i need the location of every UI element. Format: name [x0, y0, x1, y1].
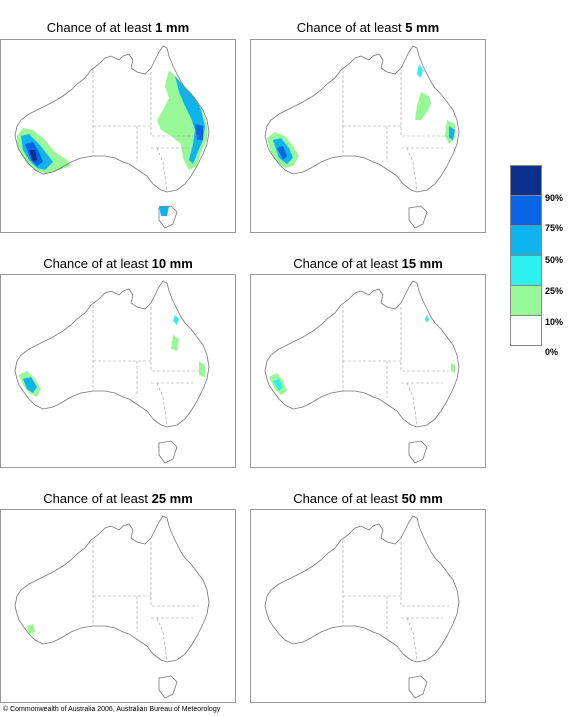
- state-border: [150, 72, 199, 137]
- map-panel-25mm: [0, 509, 236, 703]
- probability-region: [159, 206, 169, 216]
- tasmania-coastline: [158, 675, 178, 699]
- legend-swatch-25: [510, 255, 542, 285]
- legend-label-10: 10%: [545, 317, 564, 327]
- map-panel-5mm: [250, 39, 486, 233]
- probability-region: [173, 315, 179, 325]
- state-border: [400, 72, 449, 137]
- probability-legend: [510, 165, 542, 346]
- state-border: [400, 307, 449, 372]
- probability-region: [29, 150, 37, 162]
- legend-label-90: 90%: [545, 193, 564, 203]
- probability-region: [451, 363, 455, 373]
- coastline: [264, 280, 460, 428]
- coastline: [264, 45, 460, 193]
- legend-label-0: 0%: [545, 347, 559, 357]
- state-border: [156, 382, 168, 426]
- probability-region: [273, 379, 283, 391]
- australia-map: [264, 515, 460, 699]
- probability-region: [171, 335, 179, 351]
- probability-region: [27, 624, 35, 634]
- state-border: [156, 617, 168, 661]
- coastline: [264, 515, 460, 663]
- legend-swatch-90: [510, 165, 542, 195]
- probability-region: [417, 64, 423, 78]
- coastline: [14, 45, 210, 193]
- legend-swatch-75: [510, 195, 542, 225]
- panel-title-1mm: Chance of at least 1 mm: [46, 20, 190, 35]
- coastline: [14, 515, 210, 663]
- probability-region: [425, 315, 429, 323]
- probability-region: [175, 76, 205, 164]
- legend-swatch-50: [510, 225, 542, 255]
- tasmania-coastline: [408, 205, 428, 229]
- map-panel-50mm: [250, 509, 486, 703]
- map-panel-10mm: [0, 274, 236, 468]
- tasmania-coastline: [408, 440, 428, 464]
- legend-label-25: 25%: [545, 286, 564, 296]
- probability-region: [415, 92, 431, 120]
- probability-region: [449, 126, 455, 140]
- legend-swatch-10: [510, 285, 542, 315]
- state-border: [406, 382, 418, 426]
- map-panel-1mm: [0, 39, 236, 233]
- tasmania-coastline: [158, 440, 178, 464]
- state-border: [400, 542, 449, 607]
- legend-label-75: 75%: [545, 223, 564, 233]
- probability-region: [277, 146, 287, 160]
- state-border: [406, 617, 418, 661]
- state-border: [150, 307, 199, 372]
- panel-title-15mm: Chance of at least 15 mm: [293, 256, 443, 271]
- australia-map: [14, 515, 210, 699]
- australia-map: [264, 45, 460, 229]
- probability-region: [23, 377, 37, 393]
- australia-map: [14, 45, 210, 229]
- panel-title-50mm: Chance of at least 50 mm: [293, 491, 443, 506]
- legend-swatch-0: [510, 315, 542, 346]
- copyright-notice: © Commonwealth of Australia 2006, Austra…: [3, 706, 221, 713]
- coastline: [14, 280, 210, 428]
- panel-title-5mm: Chance of at least 5 mm: [296, 20, 440, 35]
- tasmania-coastline: [158, 205, 178, 229]
- legend-label-50: 50%: [545, 255, 564, 265]
- australia-map: [264, 280, 460, 464]
- panel-title-25mm: Chance of at least 25 mm: [43, 491, 193, 506]
- australia-map: [14, 280, 210, 464]
- state-border: [150, 542, 199, 607]
- panel-title-10mm: Chance of at least 10 mm: [43, 256, 193, 271]
- map-panel-15mm: [250, 274, 486, 468]
- probability-region: [199, 361, 205, 377]
- state-border: [156, 147, 168, 191]
- tasmania-coastline: [408, 675, 428, 699]
- state-border: [406, 147, 418, 191]
